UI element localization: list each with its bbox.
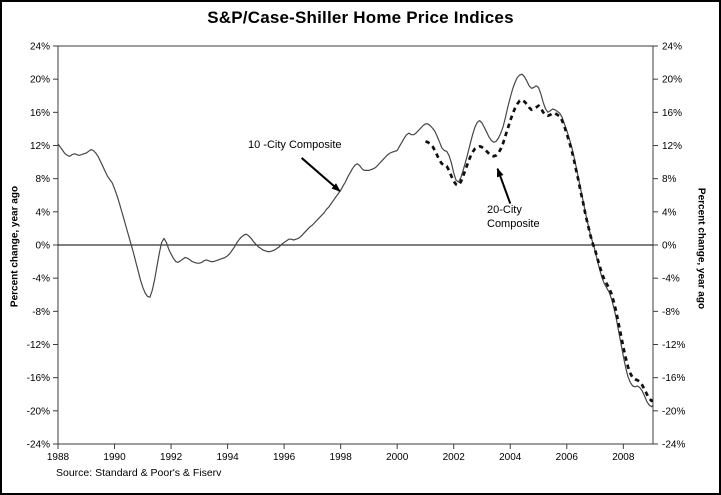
x-tick-label: 1988 <box>47 452 70 463</box>
annotation-10-city-label: 10 -City Composite <box>248 139 342 151</box>
y-tick-label-right: 8% <box>662 174 677 185</box>
x-tick-label: 2000 <box>386 452 409 463</box>
y-tick-label-right: -16% <box>662 373 685 384</box>
y-tick-label-left: -4% <box>32 274 50 285</box>
annotation-arrow-10-city <box>300 157 341 192</box>
x-tick-label: 2004 <box>499 452 522 463</box>
y-tick-label-left: 12% <box>30 141 50 152</box>
y-tick-label-left: -16% <box>27 373 50 384</box>
y-tick-label-left: -8% <box>32 307 50 318</box>
x-tick-label: 1996 <box>273 452 296 463</box>
x-tick-label: 1998 <box>330 452 353 463</box>
y-tick-label-right: -20% <box>662 406 685 417</box>
x-tick-label: 1990 <box>103 452 126 463</box>
y-tick-label-left: 20% <box>30 75 50 86</box>
x-tick-label: 2008 <box>612 452 635 463</box>
y-tick-label-left: 8% <box>36 174 51 185</box>
y-tick-label-right: -12% <box>662 340 685 351</box>
y-axis-title-left: Percent change, year ago <box>9 185 21 308</box>
y-tick-label-right: -8% <box>662 307 680 318</box>
y-tick-label-right: 12% <box>662 141 682 152</box>
y-axis-title-right: Percent change, year ago <box>695 187 707 310</box>
series-line-20-city <box>425 98 653 403</box>
x-tick-label: 1994 <box>216 452 239 463</box>
annotation-20-city-label: 20-City Composite <box>487 203 540 231</box>
y-tick-label-right: 24% <box>662 42 682 53</box>
y-tick-label-right: -24% <box>662 440 685 451</box>
y-tick-label-left: 0% <box>36 241 51 252</box>
annotation-20-city-line1: 20-City <box>487 204 522 216</box>
annotation-arrow-20-city <box>496 167 512 204</box>
x-tick-label: 2002 <box>443 452 466 463</box>
y-tick-label-right: -4% <box>662 274 680 285</box>
y-tick-label-left: -20% <box>27 406 50 417</box>
y-tick-label-right: 0% <box>662 241 677 252</box>
y-tick-label-left: -12% <box>27 340 50 351</box>
y-tick-label-left: 24% <box>30 42 50 53</box>
chart-title: S&P/Case-Shiller Home Price Indices <box>207 8 514 27</box>
annotation-20-city-line2: Composite <box>487 218 540 230</box>
y-tick-label-left: 16% <box>30 108 50 119</box>
series-line-10-city <box>58 73 653 408</box>
y-tick-label-right: 20% <box>662 75 682 86</box>
y-tick-label-left: 4% <box>36 207 51 218</box>
y-tick-label-right: 16% <box>662 108 682 119</box>
x-tick-label: 1992 <box>160 452 183 463</box>
source-note: Source: Standard & Poor's & Fiserv <box>56 467 222 479</box>
y-tick-label-right: 4% <box>662 207 677 218</box>
y-tick-label-left: -24% <box>27 440 50 451</box>
x-tick-label: 2006 <box>556 452 579 463</box>
